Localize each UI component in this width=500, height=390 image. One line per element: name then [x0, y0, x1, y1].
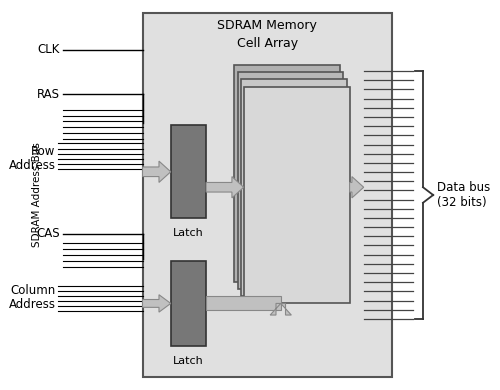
- Bar: [170, 125, 206, 218]
- Polygon shape: [142, 295, 171, 312]
- Text: SDRAM Memory
Cell Array: SDRAM Memory Cell Array: [218, 19, 317, 50]
- Bar: [241, 79, 347, 296]
- Polygon shape: [270, 303, 291, 315]
- Text: CAS: CAS: [36, 227, 60, 240]
- Text: Column: Column: [10, 284, 56, 297]
- Text: Data bus
(32 bits): Data bus (32 bits): [436, 181, 490, 209]
- Text: RAS: RAS: [37, 88, 60, 101]
- Bar: [234, 65, 340, 282]
- Polygon shape: [142, 161, 171, 183]
- Polygon shape: [206, 177, 244, 198]
- Bar: [238, 72, 344, 289]
- Text: Address: Address: [8, 159, 56, 172]
- Bar: [142, 13, 392, 377]
- Text: Row: Row: [31, 145, 56, 158]
- Bar: [206, 296, 281, 310]
- Bar: [170, 261, 206, 346]
- Polygon shape: [350, 177, 364, 198]
- Text: Latch: Latch: [173, 228, 204, 238]
- Text: Address: Address: [8, 298, 56, 311]
- Bar: [244, 87, 350, 303]
- Text: CLK: CLK: [38, 43, 60, 56]
- Text: Latch: Latch: [173, 356, 204, 366]
- Text: SDRAM Address Bus: SDRAM Address Bus: [32, 143, 42, 247]
